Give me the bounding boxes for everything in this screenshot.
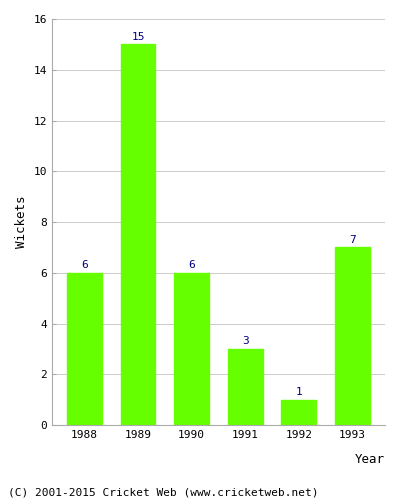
Bar [282,400,316,425]
Y-axis label: Wickets: Wickets [15,196,28,248]
Text: (C) 2001-2015 Cricket Web (www.cricketweb.net): (C) 2001-2015 Cricket Web (www.cricketwe… [8,488,318,498]
X-axis label: Year: Year [355,454,385,466]
Bar [121,44,156,425]
Bar [228,349,263,425]
Text: 1: 1 [296,387,302,397]
Bar [67,273,102,425]
Text: 15: 15 [131,32,145,42]
Bar [174,273,209,425]
Text: 6: 6 [188,260,195,270]
Bar [335,248,370,425]
Text: 3: 3 [242,336,249,346]
Text: 6: 6 [81,260,88,270]
Text: 7: 7 [349,235,356,245]
